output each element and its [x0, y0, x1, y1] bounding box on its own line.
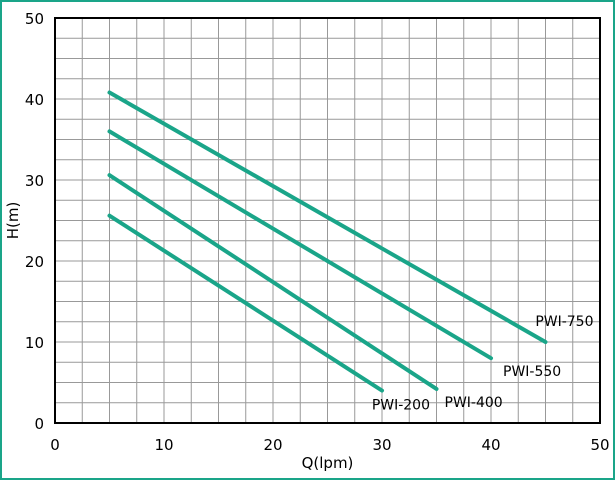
series-label-pwi-550: PWI-550 — [503, 364, 561, 380]
series-label-pwi-750: PWI-750 — [535, 314, 593, 330]
y-tick-label: 40 — [25, 91, 44, 109]
series-line-pwi-200 — [107, 213, 384, 393]
x-tick-label: 0 — [50, 436, 60, 454]
x-tick-label: 10 — [154, 436, 173, 454]
y-axis-ticks: 0 10 20 30 40 50 — [25, 10, 44, 433]
x-tick-label: 20 — [263, 436, 282, 454]
series-line-pwi-550 — [107, 129, 493, 361]
x-axis-ticks: 0 10 20 30 40 50 — [50, 436, 609, 454]
series-label-pwi-400: PWI-400 — [445, 395, 503, 411]
x-tick-label: 50 — [590, 436, 609, 454]
series-lines — [107, 90, 548, 393]
x-tick-label: 30 — [372, 436, 391, 454]
y-tick-label: 50 — [25, 10, 44, 28]
y-tick-label: 10 — [25, 334, 44, 352]
grid — [55, 18, 600, 423]
series-label-pwi-200: PWI-200 — [372, 398, 430, 414]
y-tick-label: 30 — [25, 172, 44, 190]
series-line-pwi-750 — [107, 90, 548, 344]
y-tick-label: 0 — [34, 415, 44, 433]
series-line-pwi-400 — [107, 173, 439, 391]
y-tick-label: 20 — [25, 253, 44, 271]
x-axis-title: Q(lpm) — [302, 454, 354, 472]
plot-border — [54, 17, 601, 424]
x-tick-label: 40 — [481, 436, 500, 454]
y-axis-title: H(m) — [4, 202, 22, 240]
